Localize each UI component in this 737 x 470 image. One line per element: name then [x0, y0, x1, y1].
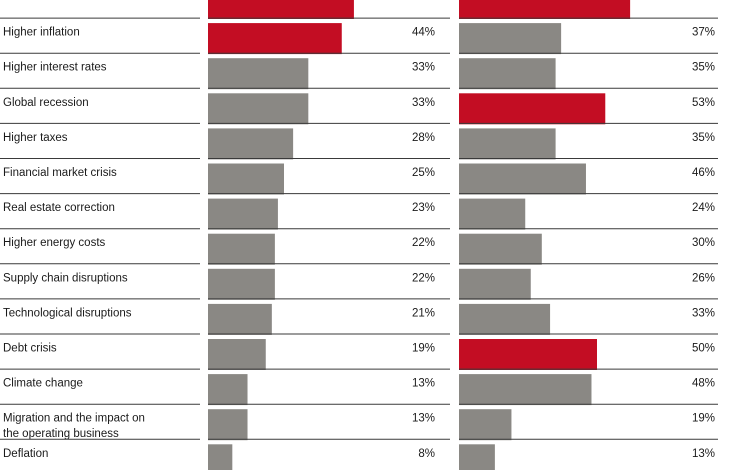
category-label: Technological disruptions [3, 307, 132, 319]
category-label-line: Migration and the impact on [3, 413, 145, 425]
value-label-panel-2: 13% [692, 448, 715, 460]
category-label: Deflation [3, 448, 48, 460]
category-label: Higher interest rates [3, 62, 107, 74]
bar-panel-1 [208, 233, 275, 265]
category-label: Financial market crisis [3, 167, 117, 179]
category-label-line: the operating business [3, 428, 119, 440]
value-label-panel-1: 13% [412, 378, 435, 390]
value-label-panel-1: 28% [412, 132, 435, 144]
value-label-panel-2: 19% [692, 413, 715, 425]
value-label-panel-1: 44% [412, 27, 435, 39]
bar-panel-1 [208, 0, 354, 19]
bar-panel-1 [208, 303, 272, 335]
category-label: Climate change [3, 378, 83, 390]
bar-panel-1 [208, 128, 294, 160]
value-label-panel-1: 21% [412, 307, 435, 319]
value-label-panel-1: 19% [412, 343, 435, 355]
category-label: Supply chain disruptions [3, 272, 128, 284]
bar-panel-2 [459, 23, 562, 55]
value-label-panel-1: 22% [412, 272, 435, 284]
bar-panel-2 [459, 374, 592, 406]
bar-panel-2 [459, 409, 512, 441]
value-label-panel-2: 37% [692, 27, 715, 39]
value-label-panel-2: 35% [692, 62, 715, 74]
bar-panel-1 [208, 93, 309, 125]
bar-panel-1 [208, 339, 266, 370]
value-label-panel-2: 33% [692, 307, 715, 319]
bar-panel-1 [208, 374, 248, 406]
value-label-panel-1: 25% [412, 167, 435, 179]
category-label: Higher taxes [3, 132, 68, 144]
bar-panel-1 [208, 163, 284, 195]
bar-panel-2 [459, 163, 586, 195]
bar-panel-1 [208, 444, 233, 470]
value-label-panel-2: 48% [692, 378, 715, 390]
bar-panel-2 [459, 93, 606, 125]
value-label-panel-2: 35% [692, 132, 715, 144]
value-label-panel-1: 13% [412, 413, 435, 425]
bar-panel-2 [459, 444, 495, 470]
value-label-panel-2: 24% [692, 202, 715, 214]
bar-panel-1 [208, 58, 309, 90]
category-label: Real estate correction [3, 202, 115, 214]
value-label-panel-1: 23% [412, 202, 435, 214]
bar-panel-2 [459, 58, 556, 90]
category-label: Higher energy costs [3, 237, 106, 249]
category-label: Global recession [3, 97, 89, 109]
category-label: Debt crisis [3, 343, 57, 355]
bar-panel-2 [459, 0, 631, 19]
value-label-panel-1: 33% [412, 97, 435, 109]
value-label-panel-2: 26% [692, 272, 715, 284]
category-label: Migration and the impact on the operating… [3, 413, 145, 441]
value-label-panel-1: 22% [412, 237, 435, 249]
bar-panel-1 [208, 268, 275, 300]
value-label-panel-2: 53% [692, 97, 715, 109]
value-label-panel-2: 30% [692, 237, 715, 249]
value-label-panel-1: 33% [412, 62, 435, 74]
bar-panel-1 [208, 409, 248, 441]
value-label-panel-2: 46% [692, 167, 715, 179]
bar-panel-2 [459, 128, 556, 160]
bar-panel-2 [459, 303, 551, 335]
bar-panel-1 [208, 198, 278, 230]
value-label-panel-1: 8% [418, 448, 435, 460]
bar-panel-2 [459, 339, 597, 370]
bar-panel-1 [208, 23, 342, 55]
category-label: Higher inflation [3, 27, 80, 39]
bar-panel-2 [459, 233, 542, 265]
bar-panel-2 [459, 268, 531, 300]
value-label-panel-2: 50% [692, 343, 715, 355]
bar-panel-2 [459, 198, 526, 230]
